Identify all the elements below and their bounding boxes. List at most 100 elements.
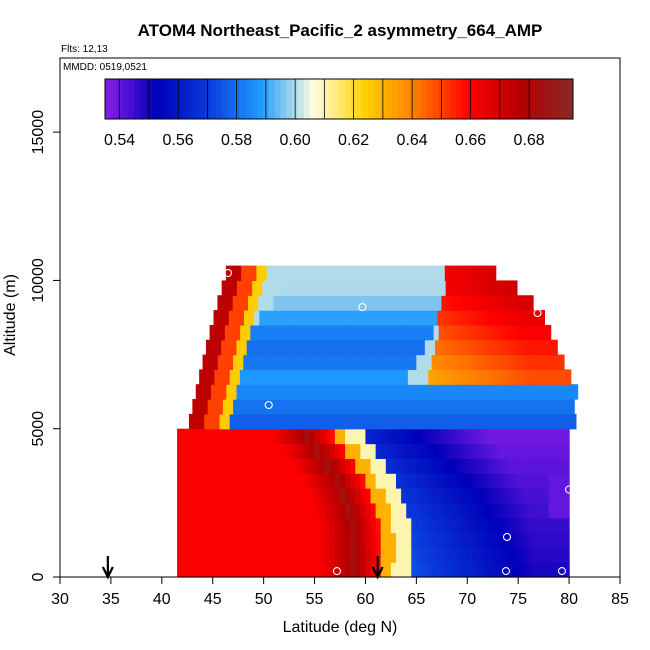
- heatmap-cell: [286, 265, 293, 282]
- heatmap-cell: [212, 502, 219, 519]
- heatmap-cell: [329, 532, 336, 548]
- heatmap-cell: [298, 295, 305, 311]
- heatmap-cell: [295, 369, 302, 385]
- heatmap-cell: [351, 413, 358, 430]
- colorbar-swatch: [537, 79, 545, 119]
- heatmap-cell: [431, 473, 438, 489]
- heatmap-cell: [441, 562, 448, 578]
- heatmap-cell: [182, 458, 188, 474]
- heatmap-cell: [290, 413, 297, 430]
- heatmap-cell: [402, 413, 409, 430]
- heatmap-cell: [306, 324, 313, 341]
- heatmap-cell: [289, 488, 295, 504]
- heatmap-cell: [406, 458, 412, 474]
- heatmap-cell: [462, 458, 468, 474]
- colorbar-swatch: [473, 79, 480, 119]
- heatmap-cell: [327, 265, 334, 282]
- heatmap-cell: [397, 369, 404, 385]
- heatmap-cell: [409, 384, 416, 400]
- heatmap-cell: [204, 413, 210, 430]
- heatmap-cell: [399, 280, 406, 296]
- heatmap-cell: [396, 428, 402, 445]
- heatmap-cell: [553, 547, 560, 563]
- heatmap-cell: [562, 384, 568, 400]
- heatmap-cell: [309, 443, 316, 459]
- heatmap-cell: [228, 458, 234, 474]
- heatmap-cell: [426, 399, 433, 415]
- heatmap-cell: [533, 562, 540, 578]
- heatmap-cell: [214, 324, 221, 341]
- heatmap-cell: [244, 369, 251, 385]
- heatmap-cell: [502, 295, 509, 311]
- heatmap-cell: [236, 339, 243, 356]
- heatmap-cell: [207, 517, 214, 534]
- heatmap-cell: [418, 324, 425, 341]
- heatmap-cell: [502, 547, 509, 563]
- heatmap-cell: [340, 428, 346, 445]
- heatmap-cell: [258, 354, 265, 370]
- heatmap-cell: [406, 562, 412, 578]
- heatmap-cell: [396, 547, 402, 563]
- heatmap-cell: [434, 265, 441, 282]
- heatmap-cell: [297, 265, 303, 282]
- heatmap-cell: [263, 458, 270, 474]
- heatmap-cell: [375, 473, 382, 489]
- heatmap-cell: [482, 354, 489, 370]
- colorbar-tick-label: 0.68: [514, 132, 545, 149]
- heatmap-cell: [482, 517, 489, 534]
- heatmap-cell: [297, 339, 304, 356]
- heatmap-cell: [284, 443, 290, 459]
- heatmap-cell: [345, 547, 351, 563]
- heatmap-cell: [268, 458, 275, 474]
- heatmap-cell: [236, 280, 243, 296]
- heatmap-cell: [333, 384, 339, 400]
- heatmap-cell: [368, 265, 375, 282]
- heatmap-cell: [452, 354, 458, 370]
- heatmap-cell: [309, 295, 315, 311]
- heatmap-cell: [463, 413, 470, 430]
- heatmap-cell: [384, 339, 390, 356]
- heatmap-cell: [263, 428, 270, 445]
- heatmap-cell: [462, 310, 469, 326]
- heatmap-cell: [212, 443, 219, 459]
- heatmap-cell: [263, 473, 270, 489]
- heatmap-cell: [197, 458, 204, 474]
- heatmap-cell: [487, 547, 494, 563]
- x-tick-label: 80: [560, 591, 578, 608]
- heatmap-cell: [294, 458, 300, 474]
- heatmap-cell: [273, 488, 280, 504]
- heatmap-cell: [319, 354, 326, 370]
- heatmap-cell: [436, 354, 443, 370]
- heatmap-cell: [222, 473, 229, 489]
- heatmap-cell: [197, 443, 204, 459]
- heatmap-cell: [282, 384, 288, 400]
- heatmap-cell: [518, 532, 524, 548]
- heatmap-cell: [460, 384, 467, 400]
- heatmap-cell: [245, 324, 251, 341]
- heatmap-cell: [490, 265, 497, 282]
- heatmap-cell: [517, 295, 524, 311]
- heatmap-cell: [307, 384, 314, 400]
- heatmap-cell: [318, 280, 325, 296]
- heatmap-cell: [472, 354, 479, 370]
- heatmap-cell: [486, 280, 493, 296]
- heatmap-cell: [321, 413, 328, 430]
- heatmap-cell: [284, 547, 290, 563]
- heatmap-cell: [319, 532, 326, 548]
- heatmap-cell: [411, 502, 417, 519]
- heatmap-cell: [547, 339, 553, 356]
- heatmap-cell: [513, 354, 519, 370]
- heatmap-cell: [446, 458, 453, 474]
- heatmap-cell: [553, 428, 560, 445]
- heatmap-cell: [265, 413, 272, 430]
- heatmap-cell: [377, 413, 384, 430]
- colorbar-swatch: [508, 79, 515, 119]
- heatmap-cell: [267, 280, 274, 296]
- heatmap-cell: [336, 369, 343, 385]
- heatmap-cell: [558, 488, 565, 504]
- heatmap-cell: [233, 443, 239, 459]
- heatmap-cell: [411, 473, 417, 489]
- heatmap-cell: [207, 547, 214, 563]
- heatmap-cell: [253, 502, 260, 519]
- heatmap-cell: [188, 413, 195, 430]
